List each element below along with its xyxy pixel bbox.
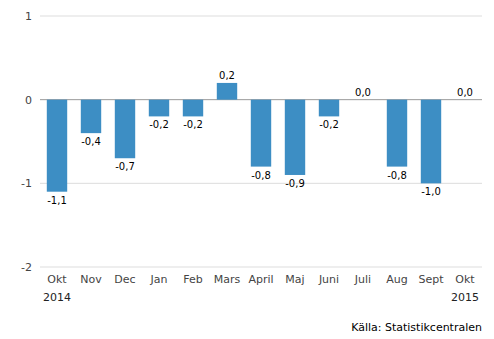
year-label: 2014 <box>43 291 71 304</box>
y-tick-label: -2 <box>21 261 32 274</box>
x-tick-label: Juli <box>354 273 371 286</box>
x-tick-label: Aug <box>386 273 407 286</box>
bar <box>285 100 305 175</box>
x-tick-label: Sept <box>418 273 444 286</box>
bar <box>47 100 67 192</box>
chart: -2 -1 0 1 -1,1 -0,4 -0,7 -0,2 -0,2 0,2 -0,8 -0,9 -0,… <box>0 0 494 339</box>
chart-container: -2 -1 0 1 -1,1 -0,4 -0,7 -0,2 -0,2 0,2 -0,8 -0,9 -0,… <box>0 0 494 339</box>
grid-line <box>40 183 482 184</box>
y-tick-label: -1 <box>21 177 32 190</box>
data-label: -1,0 <box>421 186 441 197</box>
data-label: -0,2 <box>149 119 169 130</box>
x-tick-label: Jan <box>150 273 168 286</box>
x-tick-label: April <box>248 273 273 286</box>
data-label: -0,2 <box>319 119 339 130</box>
bar <box>455 99 475 100</box>
x-tick-label: Nov <box>80 273 102 286</box>
data-label: -1,1 <box>47 195 67 206</box>
y-tick-label: 0 <box>25 94 32 107</box>
x-tick-label: Okt <box>47 273 67 286</box>
bars <box>47 83 441 192</box>
data-label: 0,0 <box>355 87 371 98</box>
data-label: -0,7 <box>115 161 135 172</box>
bar <box>217 83 237 100</box>
bar <box>421 100 441 184</box>
x-tick-label: Feb <box>183 273 202 286</box>
data-label: -0,8 <box>387 170 407 181</box>
grid <box>40 16 482 267</box>
source-text: Källa: Statistikcentralen <box>351 321 482 334</box>
bar <box>81 100 101 133</box>
x-tick-label: Mars <box>214 273 241 286</box>
bar <box>387 100 407 167</box>
bar <box>183 100 203 117</box>
x-tick-label: Maj <box>285 273 304 286</box>
year-label: 2015 <box>451 291 479 304</box>
x-tick-label: Juni <box>318 273 339 286</box>
bar <box>353 99 373 100</box>
bar <box>319 100 339 117</box>
x-tick-label: Dec <box>114 273 135 286</box>
data-label: 0,2 <box>219 70 235 81</box>
data-label: -0,8 <box>251 170 271 181</box>
x-tick-label: Okt <box>455 273 475 286</box>
data-label: 0,0 <box>457 87 473 98</box>
bar <box>251 100 271 167</box>
grid-line <box>40 16 482 17</box>
data-label: -0,9 <box>285 178 305 189</box>
bar <box>149 100 169 117</box>
y-tick-label: 1 <box>25 10 32 23</box>
bar <box>115 100 135 159</box>
grid-line <box>40 267 482 268</box>
data-label: -0,2 <box>183 119 203 130</box>
data-label: -0,4 <box>81 136 101 147</box>
